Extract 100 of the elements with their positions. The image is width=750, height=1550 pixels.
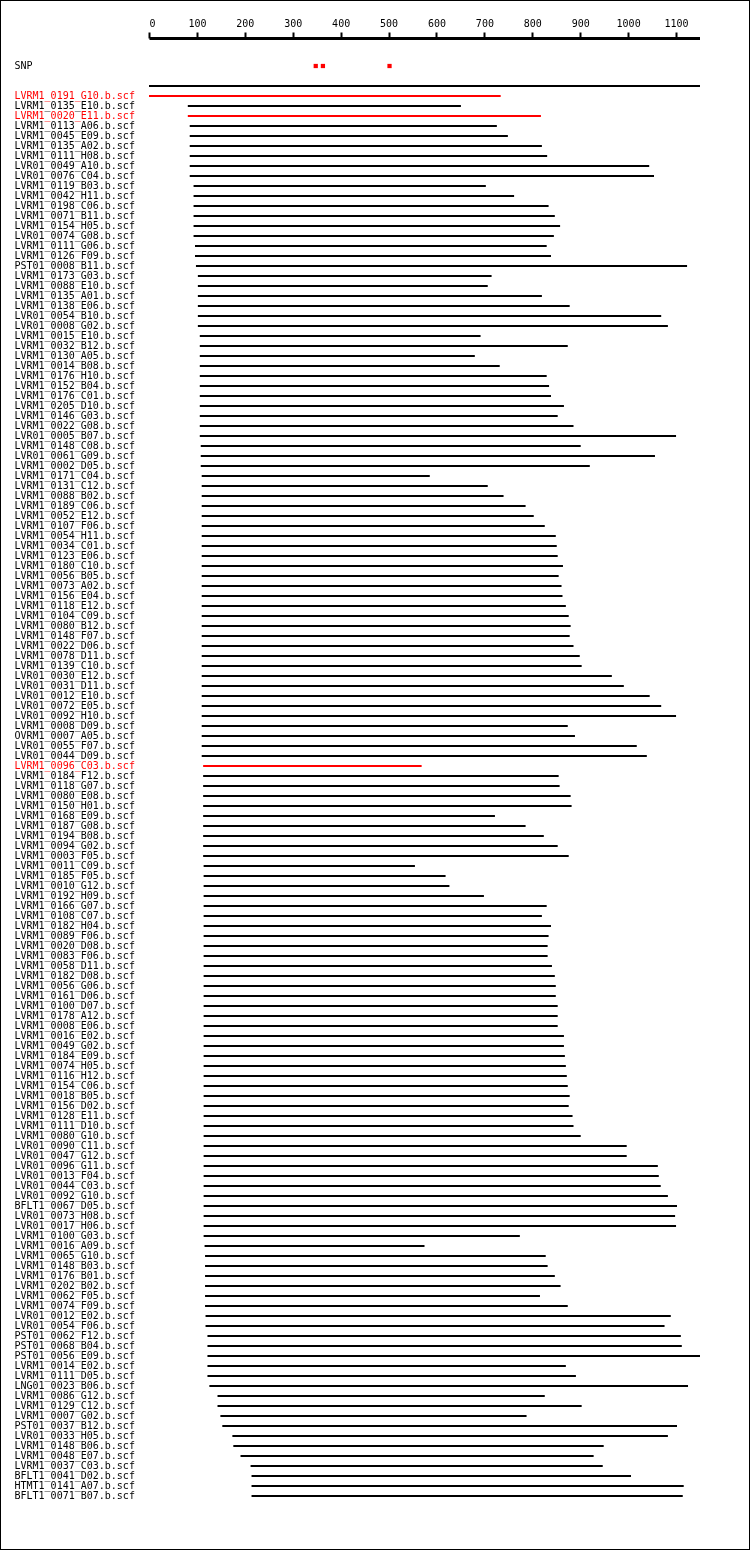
y-tick-label: PST01_0062_F12.b.scf [14, 1330, 135, 1342]
bar [201, 505, 526, 507]
y-tick-label: LVRM1_0088_E10.b.scf [14, 280, 135, 292]
bar [195, 265, 688, 267]
y-tick-label: LVRM1_0171_C04.b.scf [14, 470, 135, 482]
y-tick-label: LVRM1_0073_A02.b.scf [14, 580, 135, 592]
bar [199, 415, 558, 417]
bar [203, 835, 544, 837]
y-tick-label: LVRM1_0108_C07.b.scf [14, 910, 135, 922]
y-tick-label: LVRM1_0074_H05.b.scf [14, 1060, 135, 1072]
y-tick-label: LVRM1_0194_B08.b.scf [14, 830, 135, 842]
y-tick-label: LVRM1_0056_G06.b.scf [14, 980, 135, 992]
bar [203, 785, 560, 787]
y-tick-label: LVRM1_0088_B02.b.scf [14, 490, 135, 502]
y-tick-label: LVRM1_0166_G07.b.scf [14, 900, 135, 912]
bar [205, 1285, 561, 1287]
y-tick-label: LVRM1_0176_C01.b.scf [14, 390, 135, 402]
bar [189, 165, 650, 167]
y-tick-label: LVR01_0054_F06.b.scf [14, 1320, 135, 1332]
y-tick-label: LVRM1_0184_F12.b.scf [14, 770, 135, 782]
bar [203, 1215, 676, 1217]
bar [201, 665, 582, 667]
bar [250, 1465, 603, 1467]
bar [203, 945, 548, 947]
bar [205, 1325, 665, 1327]
bar [195, 255, 551, 257]
bar [187, 105, 461, 107]
bar [195, 245, 547, 247]
y-tick-label: LVRM1_0014_B08.b.scf [14, 360, 135, 372]
bar [232, 1435, 668, 1437]
bar [203, 935, 549, 937]
bar [201, 685, 624, 687]
y-tick-label: BFLT1_0067_D05.b.scf [14, 1200, 135, 1212]
bar [189, 155, 548, 157]
y-tick-label: LVRM1_0080_G10.b.scf [14, 1130, 135, 1142]
bar [203, 925, 551, 927]
bar [203, 975, 555, 977]
y-tick-label: LVRM1_0086_G12.b.scf [14, 1390, 135, 1402]
y-tick-label: OVRM1_0007_A05.b.scf [14, 730, 135, 742]
y-tick-label: LVRM1_0011_C09.b.scf [14, 860, 135, 872]
bar [203, 955, 548, 957]
y-tick-label: LVRM1_0154_C06.b.scf [14, 1080, 135, 1092]
bar [201, 635, 570, 637]
y-tick-label: LVRM1_0178_A12.b.scf [14, 1010, 135, 1022]
y-tick-label: LVRM1_0182_D08.b.scf [14, 970, 135, 982]
y-tick-label: LVR01_0013_F04.b.scf [14, 1170, 135, 1182]
x-tick-label: 800 [523, 17, 542, 29]
y-tick-label: LVR01_0017_H06.b.scf [14, 1220, 135, 1232]
y-tick-label: LVRM1_0131_C12.b.scf [14, 480, 135, 492]
bar [203, 1235, 520, 1237]
bar [189, 145, 542, 147]
bar [205, 1255, 546, 1257]
bar [200, 465, 590, 467]
y-tick-label: PST01_0008_B11.b.scf [14, 260, 135, 272]
bar [205, 1305, 568, 1307]
bar [203, 875, 446, 877]
bar [203, 1055, 565, 1057]
y-tick-label: LVR01_0031_D11.b.scf [14, 680, 135, 692]
bar [197, 275, 492, 277]
y-tick-label: LVR01_0061_G09.b.scf [14, 450, 135, 462]
y-tick-label: LVRM1_0049_G02.b.scf [14, 1040, 135, 1052]
y-tick-label: LVRM1_0135_A02.b.scf [14, 140, 135, 152]
bar [149, 95, 501, 97]
y-tick-label: LVRM1_0113_A06.b.scf [14, 120, 135, 132]
bar [205, 1295, 540, 1297]
bar [203, 985, 556, 987]
bar [201, 585, 562, 587]
bar [251, 1475, 632, 1477]
bar [203, 895, 484, 897]
y-tick-label: LVR01_0005_B07.b.scf [14, 430, 135, 442]
bar [193, 235, 554, 237]
bar [199, 335, 481, 337]
y-tick-label: LVRM1_0080_B12.b.scf [14, 620, 135, 632]
y-tick-label: LVRM1_0058_D11.b.scf [14, 960, 135, 972]
y-tick-label: LVRM1_0032_B12.b.scf [14, 340, 135, 352]
bar [203, 1135, 581, 1137]
y-tick-label: LNG01_0023_B06.b.scf [14, 1380, 135, 1392]
bar [187, 115, 541, 117]
y-tick-label: LVR01_0047_G12.b.scf [14, 1150, 135, 1162]
bar [203, 1085, 568, 1087]
y-tick-label: LVRM1_0034_C01.b.scf [14, 540, 135, 552]
bar [199, 365, 500, 367]
y-tick-label: LVRM1_0074_F09.b.scf [14, 1300, 135, 1312]
y-tick-label: LVRM1_0045_E09.b.scf [14, 130, 135, 142]
bar [201, 555, 558, 557]
bar [193, 185, 486, 187]
y-tick-label: LVR01_0054_B10.b.scf [14, 310, 135, 322]
y-tick-label: LVRM1_0118_E12.b.scf [14, 600, 135, 612]
y-tick-label: LVRM1_0187_G08.b.scf [14, 820, 135, 832]
bar [205, 1265, 548, 1267]
y-tick-label: LVRM1_0129_C12.b.scf [14, 1400, 135, 1412]
bar [203, 865, 415, 867]
y-tick-label: LVRM1_0185_F05.b.scf [14, 870, 135, 882]
bar [201, 735, 575, 737]
y-tick-label: LVRM1_0008_E06.b.scf [14, 1020, 135, 1032]
bar [222, 1425, 677, 1427]
bar [201, 625, 571, 627]
y-tick-label: LVRM1_0096_C03.b.scf [14, 760, 135, 772]
y-tick-label: LVRM1_0080_E08.b.scf [14, 790, 135, 802]
bar [201, 715, 677, 717]
